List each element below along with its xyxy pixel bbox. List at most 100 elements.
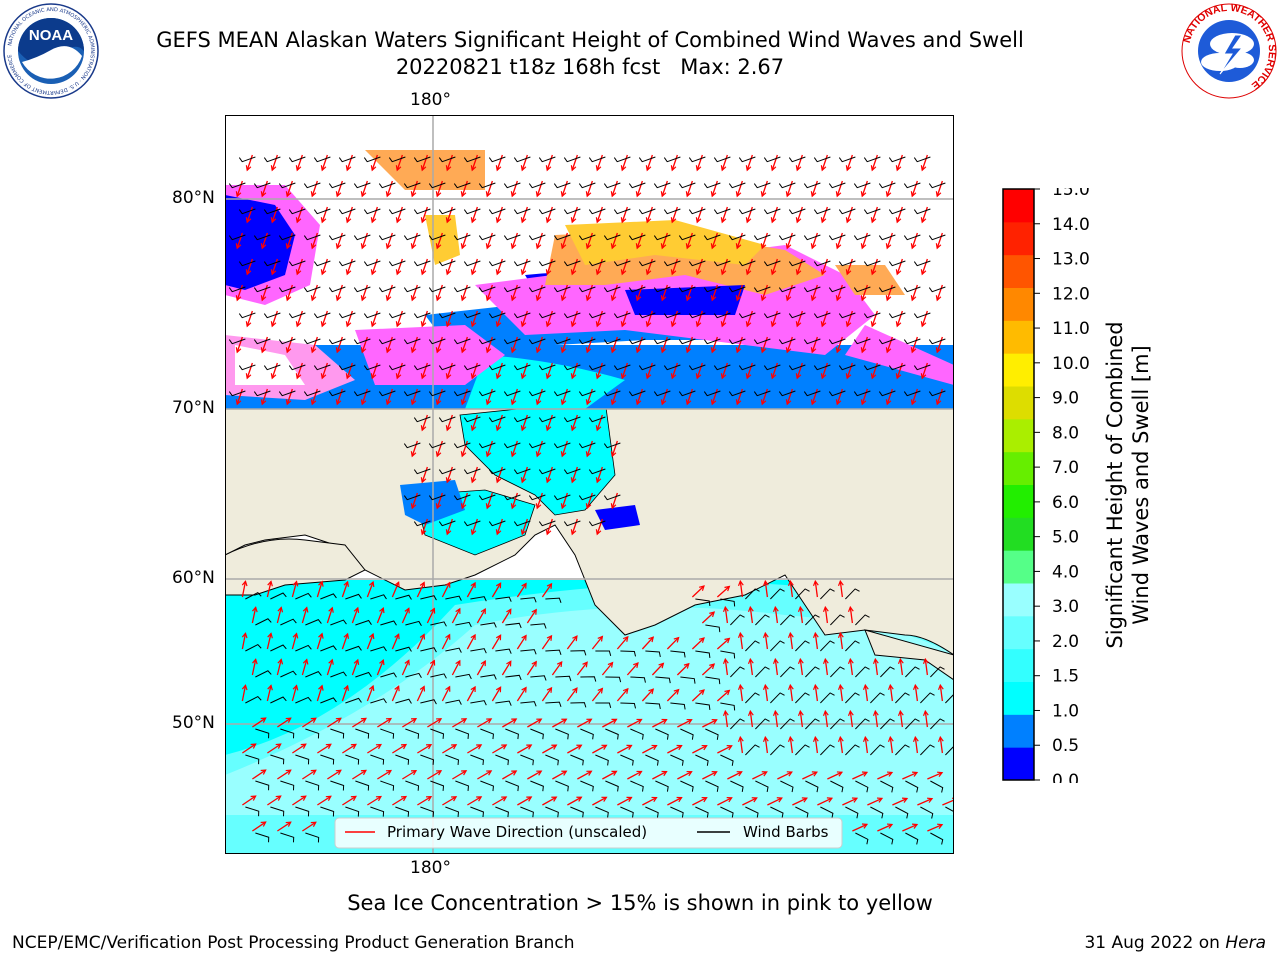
wave-arrow-head	[801, 797, 808, 803]
wave-arrow-head	[260, 243, 267, 250]
wave-arrow-head	[480, 608, 486, 615]
wind-barb	[928, 286, 946, 293]
wave-arrow-head	[760, 191, 767, 198]
wind-barb	[445, 699, 462, 705]
wave-direction-arrow	[896, 258, 903, 275]
wave-direction-arrow	[761, 180, 768, 197]
wave-direction-arrow	[436, 388, 443, 405]
wind-barb	[578, 182, 596, 189]
wave-arrow-head	[419, 581, 426, 588]
wave-direction-arrow	[436, 492, 443, 509]
wave-direction-arrow	[321, 310, 328, 327]
wave-arrow-head	[485, 347, 492, 354]
wave-direction-arrow	[814, 737, 819, 754]
wave-direction-arrow	[701, 663, 715, 676]
wave-direction-arrow	[516, 583, 527, 598]
wind-barb	[453, 182, 471, 189]
wind-barb	[905, 832, 919, 845]
wave-arrow-head	[648, 688, 655, 695]
wave-arrow-head	[620, 321, 627, 328]
wave-arrow-head	[910, 243, 917, 250]
wave-direction-arrow	[671, 258, 678, 275]
wind-barb	[495, 648, 512, 654]
wave-direction-arrow	[361, 336, 368, 353]
wind-barb	[555, 675, 572, 682]
colorbar-tick-label: 11.0	[1052, 319, 1090, 339]
wind-barb	[370, 806, 385, 817]
wave-direction-arrow	[636, 388, 643, 405]
wave-direction-arrow	[761, 284, 768, 301]
wave-direction-arrow	[914, 685, 919, 702]
wave-direction-arrow	[442, 796, 457, 806]
wave-direction-arrow	[896, 154, 903, 171]
wind-barb	[470, 648, 487, 654]
wind-barb	[638, 312, 656, 319]
wave-direction-arrow	[796, 154, 803, 171]
wave-direction-arrow	[421, 154, 428, 171]
wind-barb	[503, 234, 521, 241]
wind-barb	[588, 364, 606, 371]
wave-direction-arrow	[511, 232, 518, 249]
wave-arrow-head	[585, 503, 592, 510]
colorbar-cell	[1003, 386, 1034, 420]
colorbar-tick-label: 7.0	[1052, 458, 1079, 478]
wind-barb	[478, 182, 496, 189]
wave-arrow-head	[520, 529, 527, 536]
wave-direction-arrow	[492, 744, 507, 754]
wave-direction-arrow	[911, 388, 918, 405]
wind-barb	[513, 468, 531, 475]
wave-arrow-head	[572, 635, 578, 642]
wind-barb	[878, 182, 896, 189]
wave-direction-arrow	[446, 362, 453, 379]
wave-arrow-head	[812, 631, 819, 639]
wind-barb	[888, 260, 906, 267]
wind-barb	[378, 182, 396, 189]
colorbar-cell	[1003, 714, 1034, 748]
wind-barb	[430, 621, 447, 627]
wave-direction-arrow	[496, 154, 503, 171]
wave-direction-arrow	[236, 336, 243, 353]
wave-direction-arrow	[821, 310, 828, 327]
wave-direction-arrow	[846, 310, 853, 327]
wave-arrow-head	[695, 217, 702, 224]
wave-direction-arrow	[861, 336, 868, 353]
wave-direction-arrow	[886, 336, 893, 353]
wave-direction-arrow	[366, 633, 374, 650]
wave-direction-arrow	[821, 206, 828, 223]
wind-barb	[863, 260, 881, 267]
wave-direction-arrow	[811, 284, 818, 301]
wind-barb	[670, 754, 684, 766]
colorbar-tick-label: 0.0	[1052, 771, 1079, 783]
wind-barb	[838, 156, 856, 163]
wind-barb	[463, 520, 481, 527]
wave-arrow-head	[620, 217, 627, 224]
wind-barb	[453, 286, 471, 293]
wave-direction-arrow	[421, 258, 428, 275]
wind-barb	[480, 622, 497, 628]
wind-barb	[545, 701, 562, 707]
wave-direction-arrow	[391, 634, 400, 650]
wind-barb	[570, 650, 587, 656]
wave-arrow-head	[410, 191, 417, 198]
wave-arrow-head	[270, 165, 277, 172]
wave-direction-arrow	[621, 362, 628, 379]
wave-arrow-head	[726, 797, 733, 803]
wave-direction-arrow	[874, 711, 879, 728]
wind-barb	[470, 700, 487, 706]
wave-arrow-head	[595, 477, 602, 484]
wave-arrow-head	[820, 321, 827, 328]
wave-arrow-head	[626, 744, 633, 750]
wave-arrow-head	[379, 606, 385, 614]
wind-barb	[363, 208, 381, 215]
wind-barb	[603, 182, 621, 189]
wind-barb	[378, 338, 396, 345]
wave-direction-arrow	[739, 633, 744, 650]
wave-arrow-head	[601, 744, 608, 750]
wave-arrow-head	[521, 582, 527, 589]
wave-arrow-head	[673, 636, 680, 643]
wind-barb	[253, 182, 271, 189]
wave-arrow-head	[683, 662, 690, 669]
wave-arrow-head	[545, 217, 552, 224]
wind-barb	[655, 780, 669, 792]
wave-direction-arrow	[936, 232, 943, 249]
